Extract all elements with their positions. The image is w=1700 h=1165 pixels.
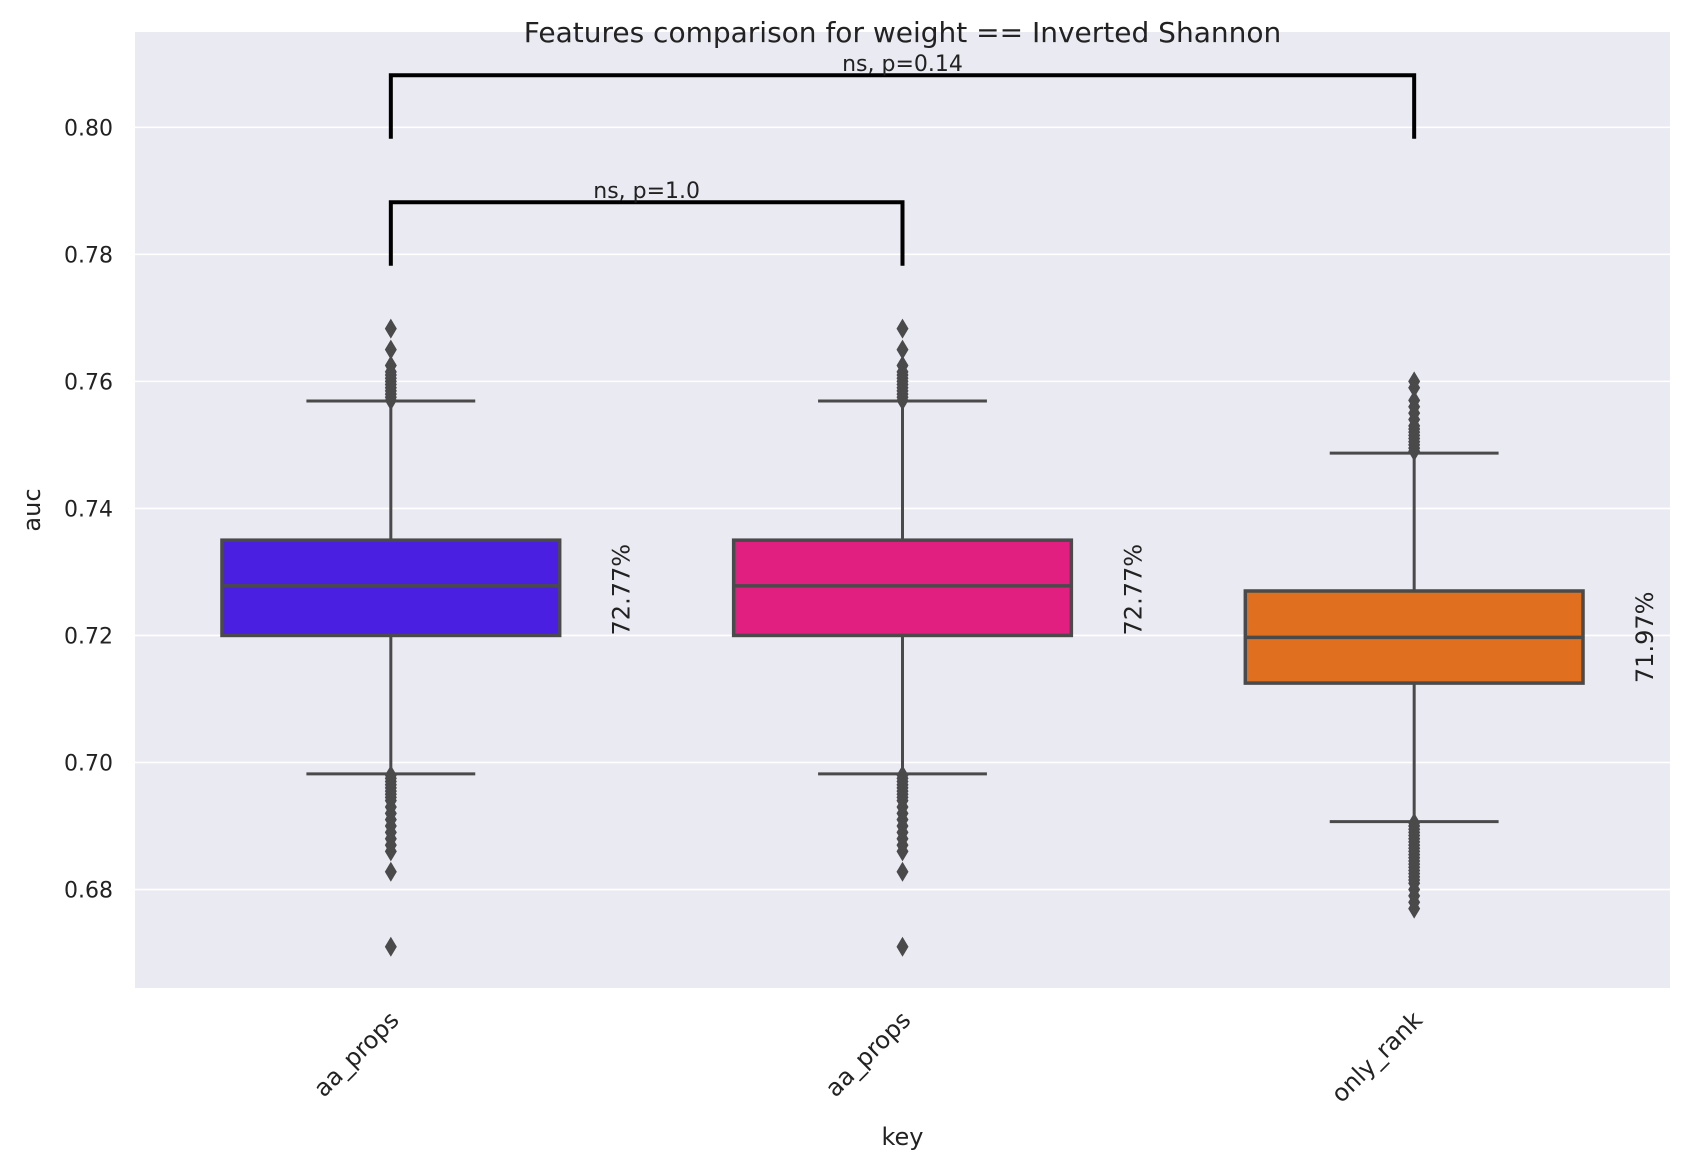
y-tick-label: 0.78 bbox=[64, 243, 113, 268]
y-tick-label: 0.74 bbox=[64, 497, 113, 522]
outlier-point bbox=[384, 318, 397, 339]
chart-title: Features comparison for weight == Invert… bbox=[524, 16, 1281, 49]
box-body bbox=[220, 538, 562, 638]
box-plots: 72.77% 72.77% 71.97% bbox=[220, 318, 1659, 957]
outlier-point bbox=[1408, 390, 1421, 411]
y-tick-label: 0.76 bbox=[64, 370, 113, 395]
x-axis-label: key bbox=[881, 1123, 923, 1151]
y-tick-label: 0.80 bbox=[64, 116, 113, 141]
significance-annotations: ns, p=1.0 ns, p=0.14 bbox=[388, 52, 1417, 266]
y-tick-label: 0.68 bbox=[64, 879, 113, 904]
outlier-point bbox=[896, 355, 909, 376]
box-percent-label: 71.97% bbox=[1631, 592, 1659, 684]
box-percent-label: 72.77% bbox=[1119, 544, 1147, 636]
box-aa_props: 72.77% bbox=[220, 318, 636, 957]
outlier-point bbox=[384, 339, 397, 360]
y-tick-label: 0.72 bbox=[64, 624, 113, 649]
outlier-point bbox=[1408, 371, 1421, 392]
box-body bbox=[731, 538, 1074, 638]
outlier-point bbox=[384, 355, 397, 376]
outlier-point bbox=[896, 936, 909, 957]
y-axis: 0.68 0.70 0.72 0.74 0.76 0.78 0.80 bbox=[64, 116, 113, 903]
outlier-point bbox=[896, 841, 909, 862]
outlier-point bbox=[896, 861, 909, 882]
box-only_rank: 71.97% bbox=[1243, 371, 1659, 919]
outlier-point bbox=[384, 861, 397, 882]
significance-label: ns, p=1.0 bbox=[593, 179, 700, 204]
significance-label: ns, p=0.14 bbox=[842, 52, 963, 77]
box-percent-label: 72.77% bbox=[608, 544, 636, 636]
x-tick-label: aa_props bbox=[308, 1006, 404, 1102]
x-tick-label: only_rank bbox=[1326, 1006, 1428, 1108]
outlier-point bbox=[1408, 898, 1421, 919]
outlier-point bbox=[896, 318, 909, 339]
outlier-point bbox=[384, 936, 397, 957]
outlier-point bbox=[896, 339, 909, 360]
box-aa_props: 72.77% bbox=[731, 318, 1147, 957]
x-axis: aa_props aa_props only_rank bbox=[308, 1006, 1428, 1108]
x-tick-label: aa_props bbox=[820, 1006, 916, 1102]
y-tick-label: 0.70 bbox=[64, 751, 113, 776]
significance-bracket bbox=[388, 200, 905, 266]
outlier-point bbox=[384, 841, 397, 862]
significance-bracket bbox=[388, 73, 1417, 139]
y-axis-label: auc bbox=[18, 488, 46, 531]
